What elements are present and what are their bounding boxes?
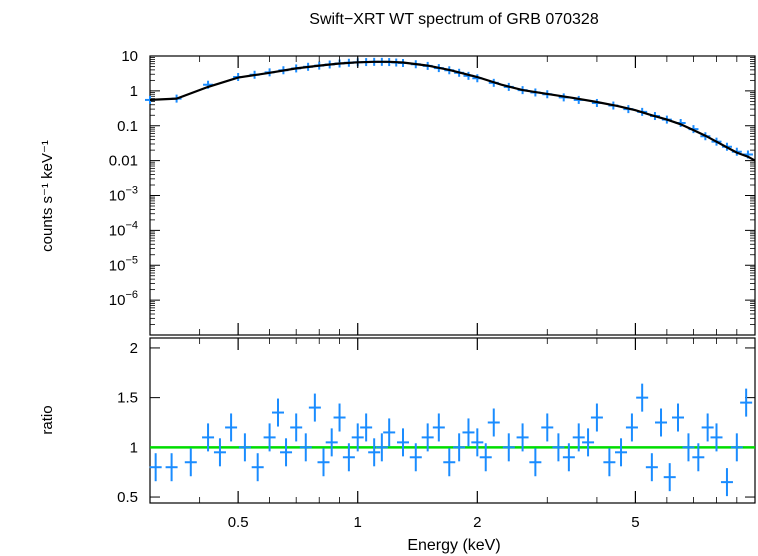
top-y-tick-label: 10 bbox=[121, 48, 138, 65]
top-y-tick-label: 0.1 bbox=[117, 118, 138, 135]
top-y-tick-label: 10−3 bbox=[109, 185, 138, 205]
x-tick-label: 2 bbox=[473, 514, 481, 531]
top-series bbox=[145, 57, 756, 162]
chart-title: Swift−XRT WT spectrum of GRB 070328 bbox=[309, 11, 599, 28]
top-y-axis-label: counts s⁻¹ keV⁻¹ bbox=[39, 140, 56, 252]
bottom-y-tick-label: 1 bbox=[130, 439, 138, 456]
top-panel-frame bbox=[149, 55, 756, 336]
bottom-series bbox=[149, 383, 755, 497]
model-line bbox=[149, 60, 756, 162]
top-axes: 10 1 0.1 0.01 10−3 10−4 10−5 10−6 bbox=[109, 48, 755, 325]
bottom-y-tick-label: 0.5 bbox=[117, 489, 138, 506]
bottom-y-axis-label: ratio bbox=[39, 405, 56, 434]
top-y-tick-label: 10−5 bbox=[109, 254, 138, 274]
x-axis-label: Energy (keV) bbox=[407, 537, 500, 554]
bottom-axes: 2 1.5 1 0.5 0.5 1 2 5 bbox=[117, 56, 755, 531]
x-tick-label: 1 bbox=[354, 514, 362, 531]
bottom-y-tick-label: 2 bbox=[130, 340, 138, 357]
x-tick-label: 0.5 bbox=[228, 514, 249, 531]
top-y-tick-label: 10−6 bbox=[109, 289, 138, 309]
top-y-tick-label: 1 bbox=[130, 83, 138, 100]
top-y-tick-label: 10−4 bbox=[109, 219, 138, 239]
bottom-panel-frame bbox=[149, 337, 756, 504]
x-tick-label: 5 bbox=[631, 514, 639, 531]
bottom-y-tick-label: 1.5 bbox=[117, 390, 138, 407]
top-y-tick-label: 0.01 bbox=[109, 153, 138, 170]
